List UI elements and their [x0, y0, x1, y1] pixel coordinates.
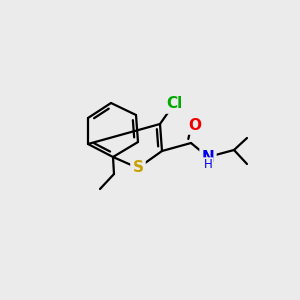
- Text: N: N: [202, 149, 214, 164]
- Text: Cl: Cl: [166, 97, 182, 112]
- Text: S: S: [133, 160, 143, 175]
- Text: O: O: [188, 118, 202, 133]
- Text: H: H: [204, 158, 212, 172]
